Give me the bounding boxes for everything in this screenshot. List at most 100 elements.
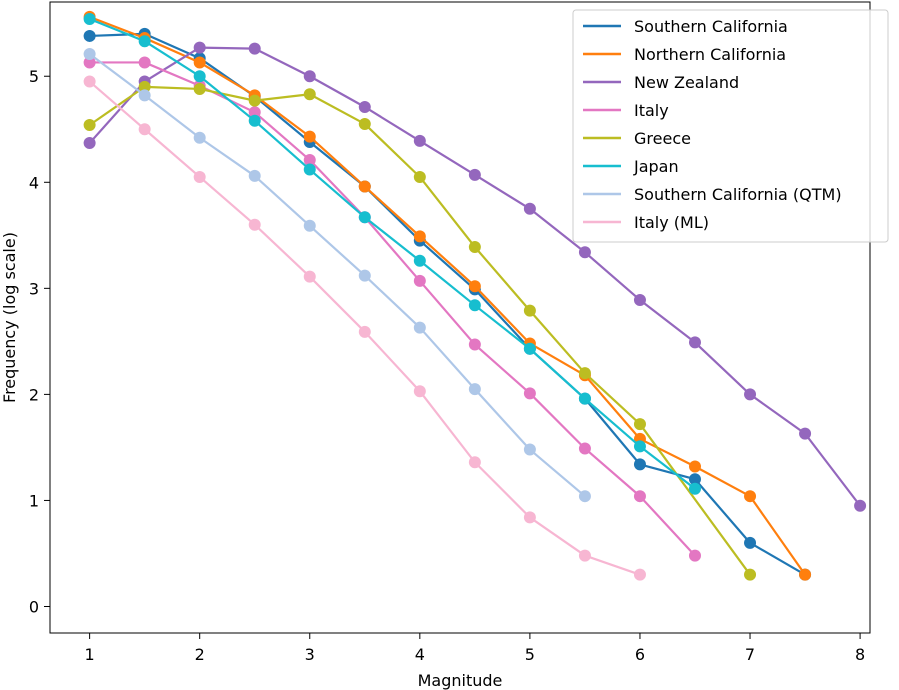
- y-tick-label: 3: [29, 279, 39, 298]
- data-point: [578, 549, 591, 562]
- data-point: [303, 154, 316, 167]
- data-point: [799, 568, 812, 581]
- data-point: [138, 56, 151, 69]
- data-point: [744, 536, 757, 549]
- data-point: [358, 100, 371, 113]
- data-point: [523, 202, 536, 215]
- data-point: [138, 123, 151, 136]
- series-line: [89, 15, 806, 576]
- y-tick-label: 0: [29, 597, 39, 616]
- data-point: [248, 42, 261, 55]
- x-tick-label: 6: [635, 645, 645, 664]
- x-tick-label: 5: [525, 645, 535, 664]
- axes: 1 2 3 4 5 6 7 8 0 1 2 3 4 5 Magnitude Frequency (log sc…: [0, 1, 871, 690]
- data-point: [633, 568, 646, 581]
- data-point: [633, 490, 646, 503]
- data-point: [523, 443, 536, 456]
- data-point: [413, 321, 426, 334]
- series-line: [88, 53, 586, 498]
- data-point: [358, 325, 371, 338]
- data-point: [413, 170, 426, 183]
- series-southern-california-qtm: [83, 47, 591, 503]
- data-point: [193, 131, 206, 144]
- data-point: [578, 246, 591, 259]
- data-point: [578, 490, 591, 503]
- x-tick-label: 8: [855, 645, 865, 664]
- data-point: [633, 440, 646, 453]
- data-point: [688, 549, 701, 562]
- data-point: [83, 75, 96, 88]
- data-point: [468, 299, 481, 312]
- legend-label: New Zealand: [634, 73, 739, 92]
- legend-entry: Southern California (QTM): [583, 185, 842, 204]
- legend-entry: Greece: [583, 129, 691, 148]
- legend-label: Greece: [634, 129, 691, 148]
- data-point: [303, 88, 316, 101]
- data-point: [413, 274, 426, 287]
- data-point: [413, 254, 426, 267]
- data-point: [799, 427, 812, 440]
- data-point: [193, 170, 206, 183]
- data-point: [248, 94, 261, 107]
- y-tick-label: 5: [29, 67, 39, 86]
- legend-label: Southern California: [634, 17, 788, 36]
- data-point: [193, 56, 206, 69]
- legend: Southern California Northern California Ne…: [572, 9, 889, 243]
- data-point: [413, 134, 426, 147]
- legend-entry: Northern California: [583, 45, 786, 64]
- data-point: [633, 294, 646, 306]
- data-point: [468, 456, 481, 469]
- data-point: [138, 89, 151, 102]
- data-point: [193, 41, 206, 54]
- plot-area: [83, 10, 867, 581]
- data-point: [358, 117, 371, 130]
- data-point: [688, 473, 701, 486]
- data-point: [83, 12, 96, 25]
- data-point: [688, 336, 701, 349]
- data-point: [468, 168, 481, 181]
- data-point: [138, 35, 151, 48]
- data-point: [578, 442, 591, 455]
- data-point: [744, 568, 757, 581]
- data-point: [138, 80, 151, 93]
- data-point: [303, 163, 316, 176]
- data-point: [413, 385, 426, 398]
- series-line: [89, 61, 696, 557]
- y-tick-label: 4: [29, 173, 39, 192]
- data-point: [358, 211, 371, 224]
- x-tick-label: 1: [85, 645, 95, 664]
- data-point: [193, 82, 206, 95]
- x-tick-label: 3: [305, 645, 315, 664]
- data-point: [633, 418, 646, 431]
- data-point: [248, 169, 261, 182]
- data-point: [523, 304, 536, 317]
- legend-label: Southern California (QTM): [634, 185, 842, 204]
- series-line: [88, 85, 751, 576]
- plot-frame: [49, 1, 871, 634]
- data-point: [248, 114, 261, 127]
- series-greece: [83, 80, 757, 581]
- data-point: [523, 511, 536, 524]
- data-point: [744, 490, 757, 503]
- data-point: [83, 29, 96, 42]
- data-point: [688, 482, 701, 495]
- y-tick-label: 2: [29, 385, 39, 404]
- data-point: [248, 218, 261, 231]
- legend-label: Japan: [633, 157, 679, 176]
- series-line: [89, 32, 806, 576]
- x-tick-label: 4: [415, 645, 425, 664]
- series-new-zealand: [83, 41, 867, 512]
- data-point: [468, 240, 481, 253]
- y-tick-label: 1: [29, 491, 39, 510]
- data-point: [303, 270, 316, 283]
- data-point: [854, 499, 867, 512]
- data-point: [83, 47, 96, 60]
- legend-label: Italy (ML): [634, 213, 709, 232]
- data-point: [358, 180, 371, 193]
- x-axis-label: Magnitude: [418, 671, 503, 690]
- x-tick-label: 7: [745, 645, 755, 664]
- data-point: [688, 460, 701, 473]
- legend-entry: Southern California: [583, 17, 788, 36]
- data-point: [578, 367, 591, 380]
- data-point: [83, 137, 96, 150]
